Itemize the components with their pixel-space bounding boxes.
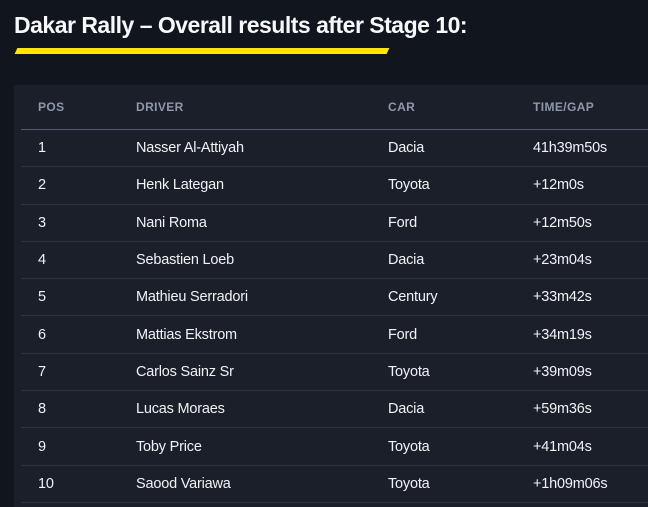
time-gap-cell: +1h09m06s (533, 475, 608, 492)
title-underline (14, 48, 390, 54)
car-cell: Toyota (388, 438, 430, 455)
driver-cell: Sebastien Loeb (136, 252, 234, 269)
car-cell: Dacia (388, 140, 425, 157)
table-row: 2 Henk Lategan Toyota +12m0s (21, 167, 648, 205)
driver-cell: Nani Roma (136, 214, 207, 231)
car-cell: Dacia (388, 252, 425, 269)
table-row: 4 Sebastien Loeb Dacia +23m04s (21, 242, 648, 280)
column-header-car: CAR (388, 100, 416, 114)
pos-cell: 2 (38, 177, 46, 194)
driver-cell: Saood Variawa (136, 475, 231, 492)
pos-cell: 6 (38, 326, 46, 343)
time-gap-cell: +41m04s (533, 438, 592, 455)
car-cell: Dacia (388, 401, 425, 418)
time-gap-cell: +12m0s (533, 177, 584, 194)
time-gap-cell: +59m36s (533, 401, 592, 418)
car-cell: Toyota (388, 475, 430, 492)
pos-cell: 1 (38, 140, 46, 157)
page-title: Dakar Rally – Overall results after Stag… (14, 12, 468, 38)
driver-cell: Nasser Al-Attiyah (136, 140, 244, 157)
car-cell: Ford (388, 326, 418, 343)
table-row: 1 Nasser Al-Attiyah Dacia 41h39m50s (21, 130, 648, 168)
table-row: 7 Carlos Sainz Sr Toyota +39m09s (21, 354, 648, 392)
table-row: 6 Mattias Ekstrom Ford +34m19s (21, 316, 648, 354)
page-header: Dakar Rally – Overall results after Stag… (14, 12, 468, 54)
time-gap-cell: 41h39m50s (533, 140, 607, 157)
table-header-row: POS DRIVER CAR TIME/GAP (21, 85, 648, 130)
driver-cell: Mathieu Serradori (136, 289, 248, 306)
driver-cell: Henk Lategan (136, 177, 224, 194)
driver-cell: Mattias Ekstrom (136, 326, 237, 343)
pos-cell: 4 (38, 252, 46, 269)
results-table: POS DRIVER CAR TIME/GAP 1 Nasser Al-Attiy… (14, 85, 648, 507)
car-cell: Toyota (388, 177, 430, 194)
car-cell: Ford (388, 214, 418, 231)
time-gap-cell: +33m42s (533, 289, 592, 306)
pos-cell: 5 (38, 289, 46, 306)
table-row: 8 Lucas Moraes Dacia +59m36s (21, 391, 648, 429)
driver-cell: Lucas Moraes (136, 401, 225, 418)
car-cell: Century (388, 289, 438, 306)
column-header-driver: DRIVER (136, 100, 184, 114)
column-header-time-gap: TIME/GAP (533, 100, 595, 114)
pos-cell: 7 (38, 363, 46, 380)
table-row: 10 Saood Variawa Toyota +1h09m06s (21, 466, 648, 503)
time-gap-cell: +39m09s (533, 363, 592, 380)
time-gap-cell: +12m50s (533, 214, 592, 231)
table-row: 5 Mathieu Serradori Century +33m42s (21, 279, 648, 317)
table-row: 3 Nani Roma Ford +12m50s (21, 205, 648, 242)
driver-cell: Carlos Sainz Sr (136, 363, 234, 380)
car-cell: Toyota (388, 363, 430, 380)
driver-cell: Toby Price (136, 438, 202, 455)
table-body: 1 Nasser Al-Attiyah Dacia 41h39m50s 2 Henk La… (14, 130, 648, 503)
pos-cell: 3 (38, 214, 46, 231)
time-gap-cell: +34m19s (533, 326, 592, 343)
table-row: 9 Toby Price Toyota +41m04s (21, 428, 648, 466)
column-header-pos: POS (38, 100, 65, 114)
pos-cell: 9 (38, 438, 46, 455)
pos-cell: 10 (38, 475, 54, 492)
time-gap-cell: +23m04s (533, 252, 592, 269)
pos-cell: 8 (38, 401, 46, 418)
